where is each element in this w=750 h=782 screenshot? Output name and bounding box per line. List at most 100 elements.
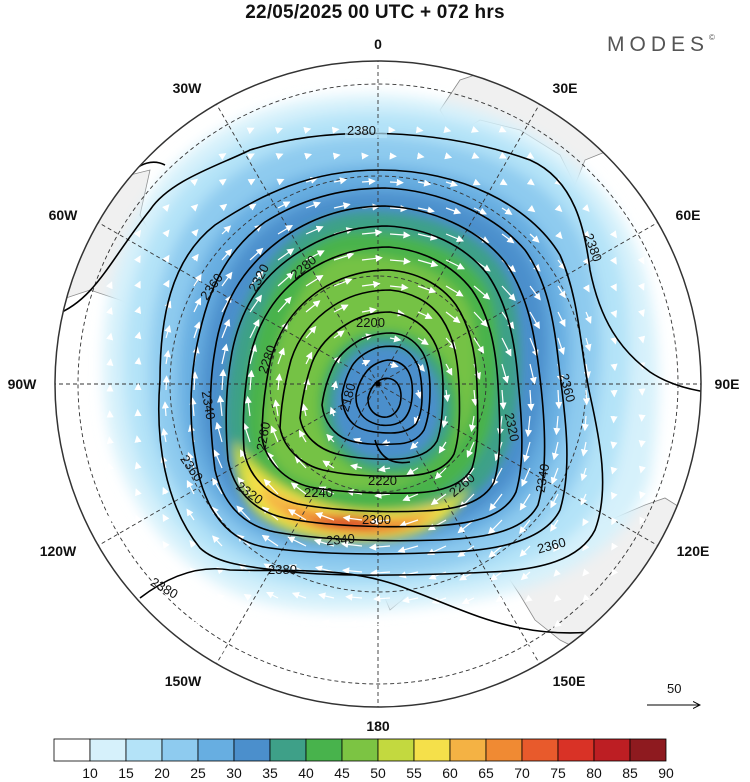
longitude-labels: 0 30E 60E 90E 120E 150E 180 150W 120W 90… xyxy=(8,36,740,734)
wind-vector xyxy=(301,403,309,417)
lon-label-150e: 150E xyxy=(553,673,586,689)
wind-vector xyxy=(193,297,202,313)
wind-vector xyxy=(322,460,335,469)
map-disk: 2380 2380 2380 2380 2360 2360 2360 2360 … xyxy=(55,61,701,707)
wind-vector xyxy=(610,568,619,577)
wind-vector xyxy=(550,467,559,485)
wind-vector xyxy=(468,646,477,653)
wind-vector xyxy=(333,304,349,313)
wind-vector xyxy=(520,571,531,581)
wind-vector xyxy=(555,389,563,410)
wind-vector xyxy=(417,206,435,214)
wind-vector xyxy=(249,270,264,287)
wind-vector xyxy=(553,415,561,436)
wind-vector xyxy=(431,597,447,605)
wind-vector xyxy=(468,415,477,433)
wind-vector xyxy=(582,543,590,552)
wind-vector xyxy=(417,233,438,241)
colorbar-label: 75 xyxy=(550,765,566,781)
wind-vector xyxy=(557,311,566,327)
wind-vector xyxy=(610,336,618,345)
colorbar-swatch xyxy=(197,738,235,762)
colorbar-label: 50 xyxy=(370,765,386,781)
wind-vector xyxy=(162,594,171,602)
wind-vector xyxy=(217,647,226,655)
wind-vector xyxy=(467,620,476,628)
wind-vector xyxy=(246,153,255,160)
wind-vector xyxy=(106,358,114,367)
wind-vector xyxy=(473,207,487,215)
wind-vector xyxy=(519,519,531,534)
lon-label-30w: 30W xyxy=(173,80,203,96)
colorbar-label: 85 xyxy=(622,765,638,781)
wind-vector xyxy=(417,259,439,268)
wind-vector xyxy=(246,127,255,135)
wind-vector xyxy=(162,204,170,212)
wind-vector xyxy=(162,486,170,495)
wind-vector xyxy=(247,369,255,391)
colorbar-label: 60 xyxy=(442,765,458,781)
chart-title: 22/05/2025 00 UTC + 072 hrs xyxy=(245,2,505,23)
wind-vector xyxy=(389,231,411,239)
wind-vector xyxy=(445,180,458,188)
contour-label: 2340 xyxy=(199,390,219,421)
wind-vector xyxy=(272,647,281,654)
wind-vector xyxy=(489,571,503,581)
wind-vector xyxy=(557,259,566,270)
wind-vector xyxy=(639,491,646,500)
graticule xyxy=(55,61,701,707)
brand-text: MODES xyxy=(607,33,710,56)
wind-vector xyxy=(211,506,223,521)
wind-vector xyxy=(610,491,618,500)
wind-vector xyxy=(389,361,399,369)
wind-vector xyxy=(349,620,363,628)
wind-vector xyxy=(639,516,647,525)
wind-vector xyxy=(298,620,307,628)
wind-vector xyxy=(303,126,312,134)
lon-label-90w: 90W xyxy=(8,376,38,392)
wind-vector xyxy=(377,465,391,473)
wind-vector xyxy=(321,619,335,627)
wind-vector xyxy=(290,482,307,495)
wind-vector xyxy=(389,257,411,265)
wind-vector xyxy=(609,230,617,239)
wind-vector xyxy=(521,467,531,487)
wind-vector xyxy=(398,519,419,528)
colorbar-label: 10 xyxy=(82,765,98,781)
wind-vector xyxy=(214,421,223,443)
wind-vector xyxy=(340,540,363,549)
wind-vector xyxy=(221,248,233,261)
wind-vector xyxy=(305,201,321,209)
wind-vector xyxy=(553,619,562,628)
colorbar-label: 70 xyxy=(514,765,530,781)
wind-vector xyxy=(529,285,541,301)
map-boundary xyxy=(54,60,702,708)
wind-vector xyxy=(361,280,381,288)
wind-vector xyxy=(134,461,142,470)
wind-vector xyxy=(329,406,337,417)
wind-vector xyxy=(219,368,227,391)
wind-vector xyxy=(553,569,562,577)
wind-vector xyxy=(553,544,561,553)
wind-vector xyxy=(162,279,170,288)
wind-vector xyxy=(401,596,419,604)
wind-vector xyxy=(162,540,170,549)
wind-vector xyxy=(244,620,253,628)
wind-vector xyxy=(263,478,279,495)
wind-vector xyxy=(417,363,426,372)
wind-vector xyxy=(473,337,485,354)
wind-vector xyxy=(438,441,447,454)
wind-vector xyxy=(135,488,142,497)
wind-vector xyxy=(276,178,285,186)
wind-vector xyxy=(162,254,170,263)
lon-label-150w: 150W xyxy=(165,673,202,689)
wind-vector xyxy=(580,441,589,457)
wind-vector xyxy=(555,231,563,240)
wind-vector xyxy=(333,278,353,287)
wind-vector xyxy=(610,310,618,319)
wind-vector xyxy=(186,508,195,521)
wind-vector xyxy=(313,538,335,547)
wind-vector xyxy=(106,462,114,471)
wind-vector xyxy=(221,343,229,365)
wind-vector xyxy=(445,259,465,270)
